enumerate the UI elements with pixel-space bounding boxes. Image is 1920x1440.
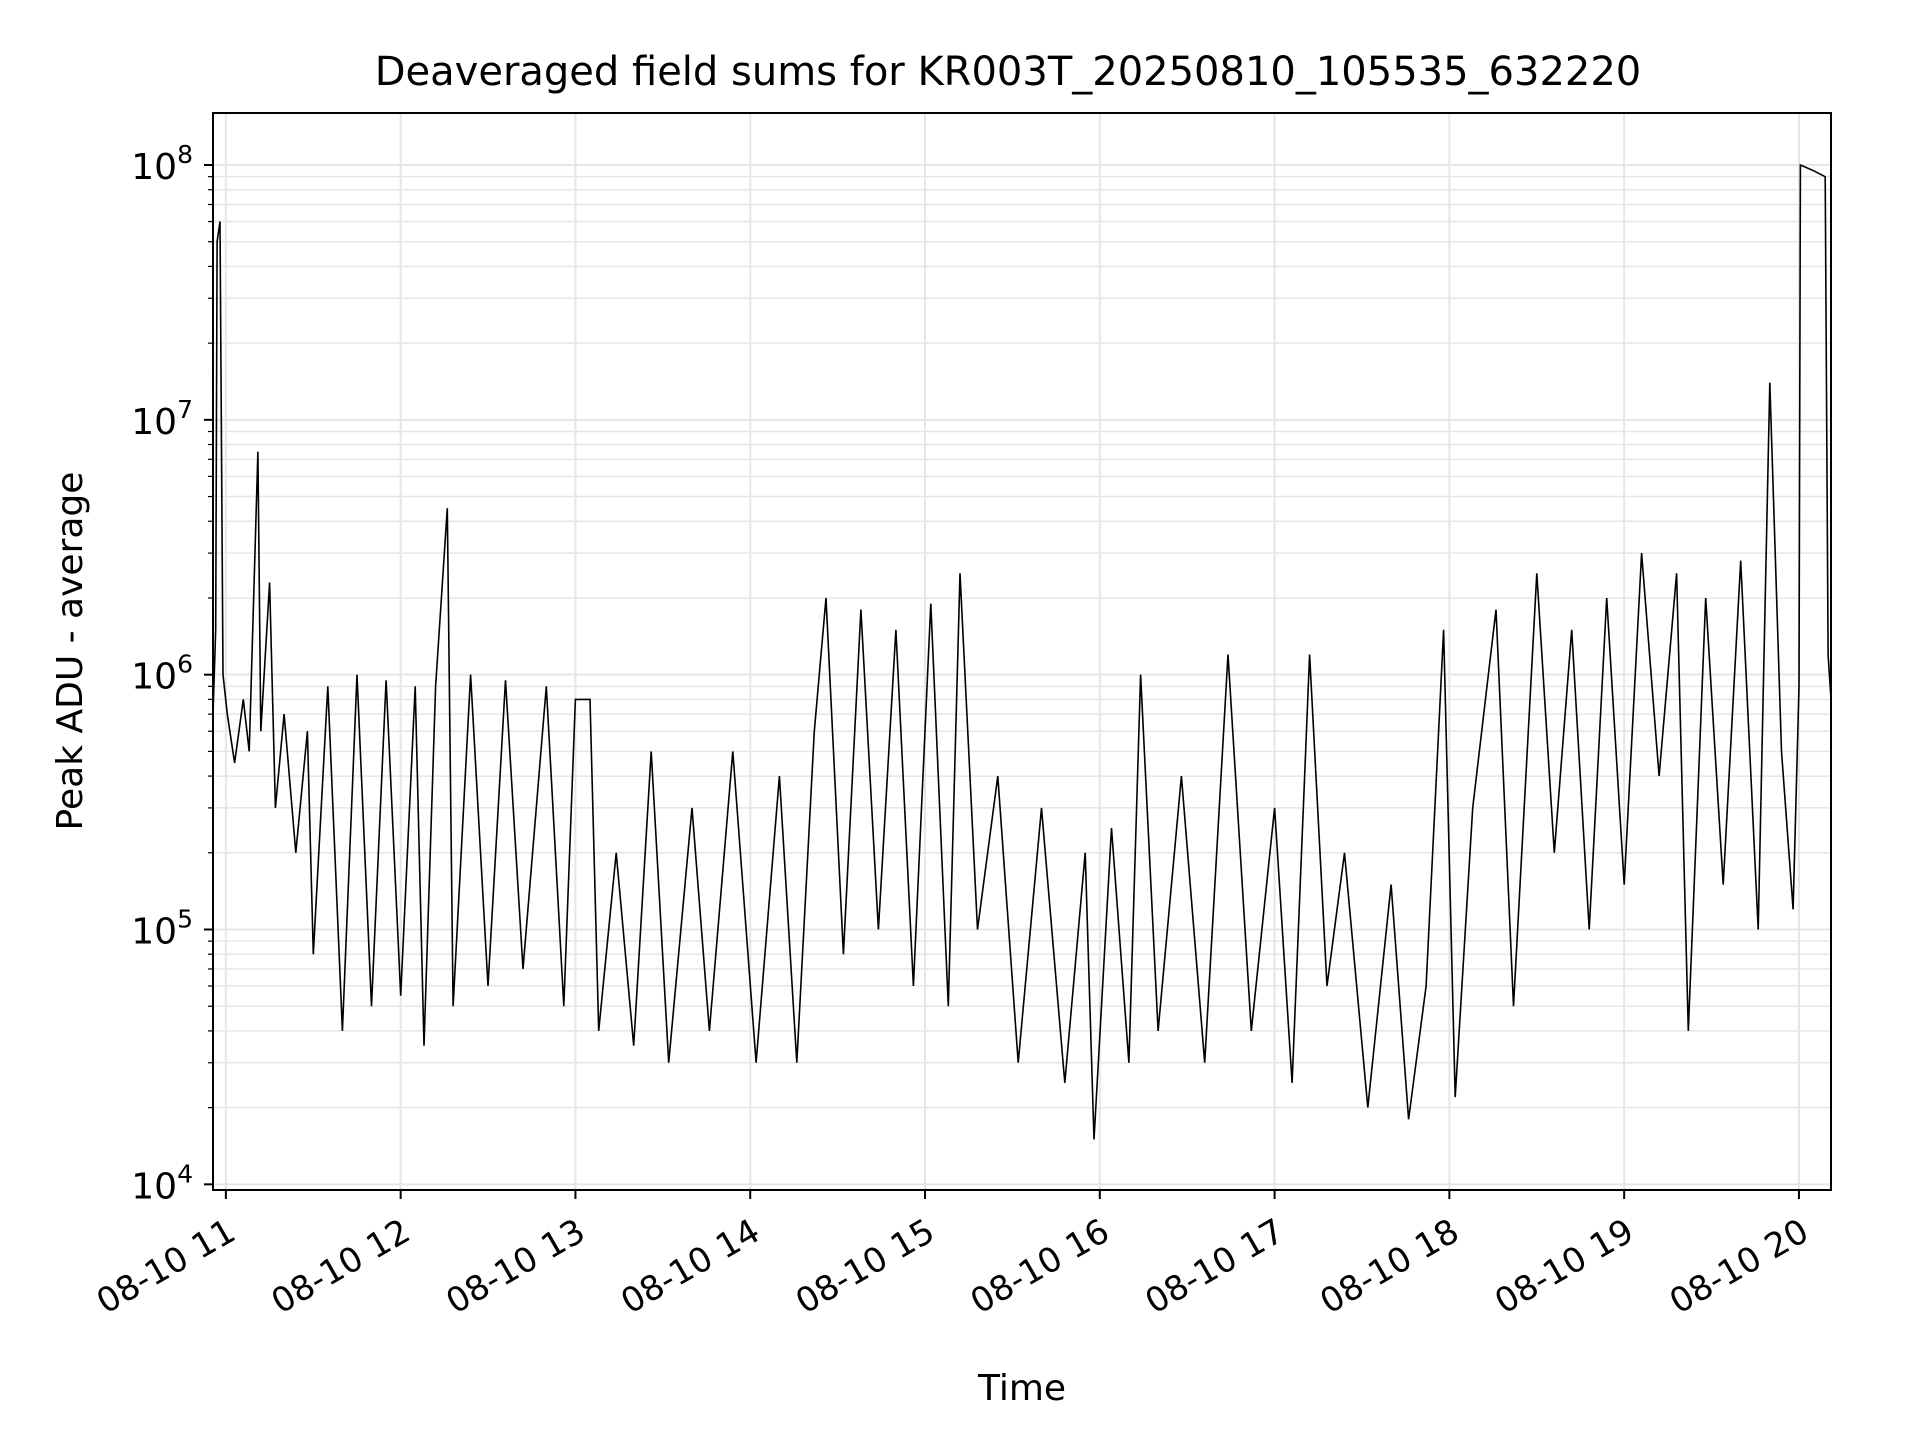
chart-title: Deaveraged field sums for KR003T_2025081…	[375, 49, 1642, 95]
y-tick-label-base: 10	[131, 1166, 177, 1207]
y-tick-label-exponent: 5	[177, 904, 193, 933]
y-tick-label-exponent: 8	[177, 140, 193, 169]
y-tick-label-base: 10	[131, 911, 177, 952]
grid-lines	[213, 113, 1831, 1190]
y-tick-label: 106	[131, 650, 193, 698]
series-line	[212, 163, 1832, 1140]
y-tick-label: 105	[131, 904, 193, 952]
y-axis-label: Peak ADU - average	[50, 472, 91, 831]
plot-area-frame	[212, 112, 1832, 1191]
y-tick-label-exponent: 6	[177, 650, 193, 679]
y-tick-label: 107	[131, 395, 193, 443]
y-tick-label-exponent: 4	[177, 1159, 193, 1188]
y-tick-label: 104	[131, 1159, 193, 1207]
y-tick-label: 108	[131, 140, 193, 188]
data-series	[212, 163, 1832, 1140]
y-tick-label-base: 10	[131, 147, 177, 188]
y-tick-label-base: 10	[131, 402, 177, 443]
x-axis-label: Time	[977, 1368, 1066, 1409]
y-tick-label-exponent: 7	[177, 395, 193, 424]
y-tick-label-base: 10	[131, 657, 177, 698]
